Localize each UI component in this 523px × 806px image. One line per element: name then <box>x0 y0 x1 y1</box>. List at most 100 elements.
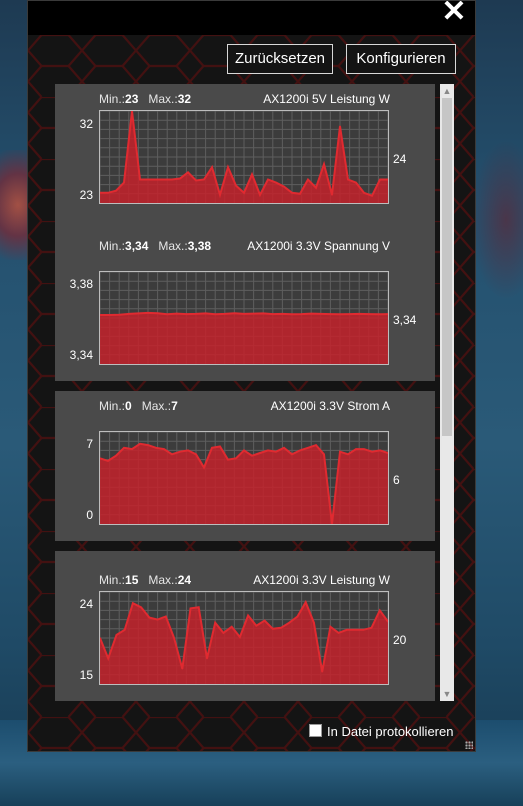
data-point <box>195 453 197 456</box>
data-point <box>128 313 130 315</box>
series-area <box>100 602 388 684</box>
data-point <box>115 454 117 457</box>
data-point <box>187 449 189 452</box>
data-point <box>239 636 241 638</box>
data-point <box>379 178 381 181</box>
data-point <box>189 607 192 610</box>
data-point <box>323 163 325 165</box>
data-point <box>148 616 151 619</box>
y-axis-min: 23 <box>79 188 93 202</box>
data-point <box>259 194 261 196</box>
data-point <box>139 178 141 181</box>
data-point <box>137 312 140 315</box>
max-label: Max.: <box>148 573 178 587</box>
data-point <box>187 171 189 174</box>
data-point <box>272 628 274 630</box>
data-point <box>355 448 357 450</box>
data-point <box>147 444 149 446</box>
data-point <box>179 450 181 453</box>
graph-panel: Min.:15 Max.:24 AX1200i 3.3V Leistung W … <box>55 551 435 701</box>
data-point <box>247 614 249 617</box>
data-point <box>214 621 216 624</box>
data-point <box>115 634 118 636</box>
resize-grip-icon[interactable] <box>465 741 473 749</box>
min-label: Min.: <box>99 573 126 587</box>
data-point <box>320 313 322 315</box>
data-point <box>387 620 388 623</box>
data-point <box>307 446 309 449</box>
y-axis-min: 3,34 <box>69 348 93 362</box>
data-point <box>337 632 340 634</box>
scroll-down-icon[interactable]: ▼ <box>442 689 452 699</box>
data-point <box>313 621 315 624</box>
data-point <box>368 313 370 315</box>
data-point <box>371 195 373 197</box>
data-point <box>291 191 293 194</box>
series-line <box>100 599 388 672</box>
data-point <box>131 448 133 450</box>
data-point <box>310 312 312 315</box>
data-point <box>166 313 168 316</box>
checkbox-icon[interactable] <box>309 724 322 737</box>
min-value: 23 <box>125 92 139 106</box>
data-point <box>299 193 301 195</box>
data-point <box>387 452 388 454</box>
scroll-up-icon[interactable]: ▲ <box>442 86 452 96</box>
min-label: Min.: <box>99 399 126 413</box>
min-value: 3,34 <box>125 239 149 253</box>
data-point <box>363 191 365 194</box>
data-point <box>123 181 125 184</box>
data-point <box>156 618 159 621</box>
data-point <box>272 313 274 315</box>
data-point <box>155 178 157 181</box>
data-point <box>387 313 388 315</box>
data-point <box>363 448 365 450</box>
data-point <box>252 312 255 315</box>
data-point <box>267 178 269 181</box>
y-axis-max: 7 <box>86 437 93 451</box>
max-label: Max.: <box>158 239 188 253</box>
data-point <box>100 637 101 639</box>
data-point <box>139 443 141 445</box>
min-label: Min.: <box>99 239 126 253</box>
data-point <box>262 312 264 315</box>
data-point <box>304 601 307 604</box>
y-axis-min: 0 <box>86 508 93 522</box>
data-point <box>163 448 165 450</box>
data-point <box>147 178 149 181</box>
data-point <box>123 629 126 631</box>
data-point <box>140 606 142 609</box>
configure-button[interactable]: Konfigurieren <box>346 44 456 74</box>
data-point <box>280 626 282 629</box>
max-value: 7 <box>171 399 178 413</box>
data-point <box>321 670 323 673</box>
data-point <box>107 460 109 462</box>
graph-panel: Min.:0 Max.:7 AX1200i 3.3V Strom A 7 0 6 <box>55 391 435 541</box>
data-point <box>214 313 216 316</box>
data-point <box>379 449 381 452</box>
y-axis-max: 32 <box>79 117 93 131</box>
min-max-readout: Min.:15 Max.:24 <box>99 573 191 587</box>
current-value: 3,34 <box>393 313 417 327</box>
data-point <box>115 189 117 192</box>
scrollbar-thumb[interactable] <box>442 98 452 436</box>
data-point <box>211 166 213 169</box>
log-to-file-checkbox[interactable]: In Datei protokollieren <box>309 724 453 739</box>
graph-panel: Min.:3,34 Max.:3,38 AX1200i 3.3V Spannun… <box>55 231 435 381</box>
data-point <box>348 313 351 315</box>
data-point <box>108 314 111 316</box>
max-value: 32 <box>177 92 192 106</box>
max-label: Max.: <box>141 399 172 413</box>
close-icon[interactable]: ✕ <box>441 0 467 28</box>
sensor-chart <box>99 110 389 204</box>
max-label: Max.: <box>148 92 178 106</box>
sensor-title: AX1200i 3.3V Strom A <box>270 399 390 413</box>
data-point <box>206 657 208 660</box>
data-point <box>131 111 133 112</box>
reset-button[interactable]: Zurücksetzen <box>227 44 333 74</box>
data-point <box>118 313 120 316</box>
data-point <box>203 178 205 181</box>
data-point <box>378 609 381 612</box>
vertical-scrollbar[interactable]: ▲ ▼ <box>440 84 454 701</box>
data-point <box>339 313 341 316</box>
